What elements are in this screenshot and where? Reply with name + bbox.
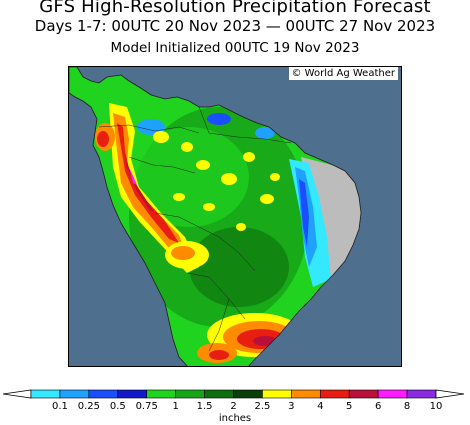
legend-swatch	[88, 389, 119, 399]
legend-swatch	[377, 389, 408, 399]
legend-tick-label: 1.5	[196, 401, 213, 412]
legend-swatch	[291, 389, 321, 399]
legend-swatch	[233, 389, 263, 399]
legend-tick-label: 6	[374, 401, 382, 412]
legend-swatch	[117, 389, 148, 399]
legend-tick-label: 0.75	[135, 401, 158, 412]
model-initialized: Model Initialized 00UTC 19 Nov 2023	[110, 40, 360, 56]
legend-swatch	[204, 389, 234, 399]
forecast-period: Days 1-7: 00UTC 20 Nov 2023 — 00UTC 27 N…	[34, 17, 436, 35]
legend-arrow-high	[435, 389, 465, 399]
legend-unit: inches	[218, 413, 252, 424]
map-canvas	[69, 67, 401, 366]
legend-tick-label: 2	[230, 401, 237, 412]
legend-tick-label: 8	[403, 401, 411, 412]
legend-tick-label: 0.1	[51, 401, 68, 412]
legend-tick-label: 10	[429, 401, 443, 412]
legend-swatch	[406, 389, 437, 399]
legend-swatch	[348, 389, 379, 399]
legend-swatch	[262, 389, 292, 399]
legend-swatch	[146, 389, 176, 399]
legend-tick-label: 0.25	[77, 401, 100, 412]
legend-swatch	[59, 389, 90, 399]
legend-tick-label: 3	[288, 401, 295, 412]
legend-tick-label: 0.5	[109, 401, 126, 412]
precip-legend	[2, 389, 465, 399]
legend-tick-label: 5	[346, 401, 353, 412]
country-borders	[98, 106, 292, 352]
credit-label: © World Ag Weather	[288, 67, 398, 80]
legend-arrow-low	[2, 389, 32, 399]
legend-swatch	[175, 389, 205, 399]
map-title: GFS High-Resolution Precipitation Foreca…	[39, 0, 431, 17]
legend-swatch	[319, 389, 350, 399]
precipitation-map: © World Ag Weather	[68, 66, 402, 367]
legend-swatch	[30, 389, 61, 399]
legend-tick-label: 2.5	[254, 401, 271, 412]
legend-tick-label: 1	[172, 401, 179, 412]
legend-tick-label: 4	[317, 401, 324, 412]
